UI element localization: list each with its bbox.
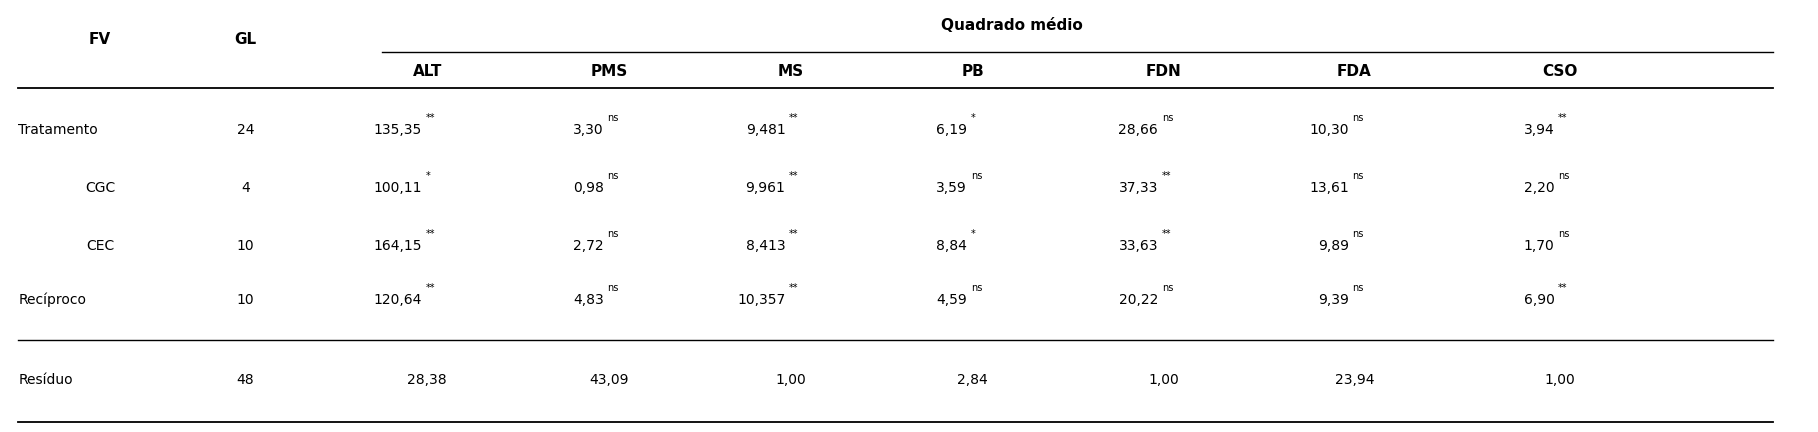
Text: 37,33: 37,33 <box>1118 181 1158 195</box>
Text: CEC: CEC <box>85 239 115 253</box>
Text: 10: 10 <box>236 293 255 307</box>
Text: ns: ns <box>1353 171 1364 181</box>
Text: **: ** <box>425 283 435 293</box>
Text: 48: 48 <box>236 373 255 387</box>
Text: 9,89: 9,89 <box>1318 239 1349 253</box>
Text: 28,38: 28,38 <box>407 373 447 387</box>
Text: 4: 4 <box>242 181 249 195</box>
Text: 4,83: 4,83 <box>573 293 604 307</box>
Text: **: ** <box>789 113 798 123</box>
Text: **: ** <box>789 171 798 181</box>
Text: GL: GL <box>235 32 256 48</box>
Text: 0,98: 0,98 <box>573 181 604 195</box>
Text: 135,35: 135,35 <box>373 123 422 137</box>
Text: Resíduo: Resíduo <box>18 373 73 387</box>
Text: MS: MS <box>778 64 804 79</box>
Text: 6,19: 6,19 <box>936 123 967 137</box>
Text: ns: ns <box>1558 229 1569 239</box>
Text: 23,94: 23,94 <box>1334 373 1374 387</box>
Text: **: ** <box>425 113 435 123</box>
Text: 8,413: 8,413 <box>745 239 785 253</box>
Text: PMS: PMS <box>591 64 627 79</box>
Text: ns: ns <box>607 113 618 123</box>
Text: 20,22: 20,22 <box>1118 293 1158 307</box>
Text: 43,09: 43,09 <box>589 373 629 387</box>
Text: 9,39: 9,39 <box>1318 293 1349 307</box>
Text: ns: ns <box>607 229 618 239</box>
Text: 9,481: 9,481 <box>745 123 785 137</box>
Text: 2,72: 2,72 <box>573 239 604 253</box>
Text: 2,20: 2,20 <box>1523 181 1554 195</box>
Text: Quadrado médio: Quadrado médio <box>942 18 1082 33</box>
Text: 8,84: 8,84 <box>936 239 967 253</box>
Text: 24: 24 <box>236 123 255 137</box>
Text: *: * <box>971 113 976 123</box>
Text: ns: ns <box>971 283 982 293</box>
Text: ns: ns <box>971 171 982 181</box>
Text: 3,30: 3,30 <box>573 123 604 137</box>
Text: 4,59: 4,59 <box>936 293 967 307</box>
Text: 1,00: 1,00 <box>1545 373 1574 387</box>
Text: ns: ns <box>1162 283 1173 293</box>
Text: **: ** <box>1162 171 1171 181</box>
Text: 164,15: 164,15 <box>373 239 422 253</box>
Text: FV: FV <box>89 32 111 48</box>
Text: ns: ns <box>1353 113 1364 123</box>
Text: CSO: CSO <box>1542 64 1578 79</box>
Text: **: ** <box>425 229 435 239</box>
Text: CGC: CGC <box>85 181 115 195</box>
Text: FDN: FDN <box>1145 64 1182 79</box>
Text: ns: ns <box>1353 283 1364 293</box>
Text: 6,90: 6,90 <box>1523 293 1554 307</box>
Text: 28,66: 28,66 <box>1118 123 1158 137</box>
Text: Tratamento: Tratamento <box>18 123 98 137</box>
Text: 1,00: 1,00 <box>1149 373 1178 387</box>
Text: *: * <box>425 171 431 181</box>
Text: **: ** <box>789 283 798 293</box>
Text: 3,94: 3,94 <box>1523 123 1554 137</box>
Text: 2,84: 2,84 <box>958 373 987 387</box>
Text: 33,63: 33,63 <box>1118 239 1158 253</box>
Text: 10,30: 10,30 <box>1309 123 1349 137</box>
Text: 1,70: 1,70 <box>1523 239 1554 253</box>
Text: 1,00: 1,00 <box>776 373 805 387</box>
Text: 10: 10 <box>236 239 255 253</box>
Text: PB: PB <box>962 64 984 79</box>
Text: ns: ns <box>607 171 618 181</box>
Text: ALT: ALT <box>413 64 442 79</box>
Text: 100,11: 100,11 <box>373 181 422 195</box>
Text: FDA: FDA <box>1336 64 1373 79</box>
Text: **: ** <box>1162 229 1171 239</box>
Text: Recíproco: Recíproco <box>18 293 85 307</box>
Text: **: ** <box>1558 113 1567 123</box>
Text: ns: ns <box>607 283 618 293</box>
Text: ns: ns <box>1353 229 1364 239</box>
Text: **: ** <box>789 229 798 239</box>
Text: 13,61: 13,61 <box>1309 181 1349 195</box>
Text: ns: ns <box>1162 113 1173 123</box>
Text: 120,64: 120,64 <box>373 293 422 307</box>
Text: *: * <box>971 229 976 239</box>
Text: 9,961: 9,961 <box>745 181 785 195</box>
Text: **: ** <box>1558 283 1567 293</box>
Text: 10,357: 10,357 <box>736 293 785 307</box>
Text: 3,59: 3,59 <box>936 181 967 195</box>
Text: ns: ns <box>1558 171 1569 181</box>
